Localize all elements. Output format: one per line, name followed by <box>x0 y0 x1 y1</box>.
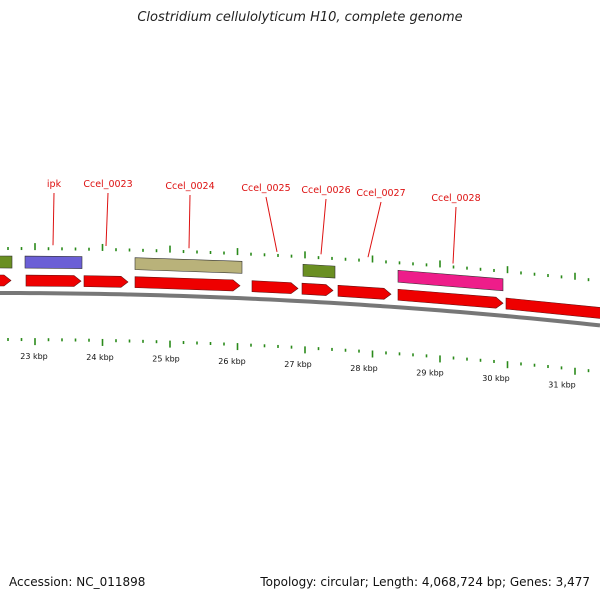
cds-arrow <box>83 275 129 288</box>
ruler-label: 29 kbp <box>416 369 444 378</box>
cds-arrow <box>337 284 392 300</box>
ruler-label: 30 kbp <box>482 374 510 383</box>
cds-arrow <box>0 274 12 287</box>
ruler-label: 24 kbp <box>86 353 114 362</box>
feature-bar-ipk <box>24 255 83 269</box>
gene-label: Ccel_0024 <box>165 181 214 192</box>
gene-label: Ccel_0026 <box>301 185 350 196</box>
top-tick-marks <box>7 243 590 282</box>
cds-track <box>0 274 600 319</box>
feature-bar-ccel-0026 <box>302 263 336 279</box>
gene-label: ipk <box>47 179 62 190</box>
feature-bar-ccel-0024 <box>134 257 243 274</box>
label-leader-line <box>452 206 457 264</box>
bottom-tick-marks <box>7 338 590 375</box>
cds-arrow <box>251 280 299 294</box>
ruler-label: 31 kbp <box>548 380 576 389</box>
gene-label: Ccel_0028 <box>431 193 480 204</box>
map-title: Clostridium cellulolyticum H10, complete… <box>137 10 463 25</box>
genome-backbone <box>0 291 600 328</box>
feature-track <box>0 255 504 292</box>
genome-summary-text: Topology: circular; Length: 4,068,724 bp… <box>260 575 590 589</box>
feature-bar-olive <box>0 255 13 269</box>
cds-arrow <box>397 288 504 309</box>
label-leader-line <box>52 192 55 246</box>
gene-label: Ccel_0023 <box>83 179 132 190</box>
kbp-ruler: 23 kbp 24 kbp 25 kbp 26 kbp 27 kbp 28 kbp 29 k… <box>20 352 576 389</box>
label-leader-line <box>367 201 382 258</box>
label-leader-line <box>188 194 191 249</box>
cds-arrow <box>301 282 334 296</box>
ruler-label: 27 kbp <box>284 360 312 369</box>
cds-arrow <box>505 297 600 319</box>
ruler-label: 26 kbp <box>218 357 246 366</box>
accession-text: Accession: NC_011898 <box>9 575 146 589</box>
ruler-label: 28 kbp <box>350 364 378 373</box>
cds-arrow <box>134 276 241 292</box>
label-leader-line <box>105 192 109 247</box>
gene-label: Ccel_0027 <box>356 188 405 199</box>
label-leader-line <box>265 196 278 253</box>
ruler-label: 23 kbp <box>20 352 48 361</box>
label-leader-line <box>320 198 327 255</box>
cds-arrow <box>25 274 82 287</box>
gene-label: Ccel_0025 <box>241 183 290 194</box>
ruler-label: 25 kbp <box>152 354 180 363</box>
feature-bar-ccel-0028 <box>397 269 504 292</box>
gene-labels: ipk Ccel_0023 Ccel_0024 Ccel_0025 Ccel_0026 C… <box>47 179 481 264</box>
